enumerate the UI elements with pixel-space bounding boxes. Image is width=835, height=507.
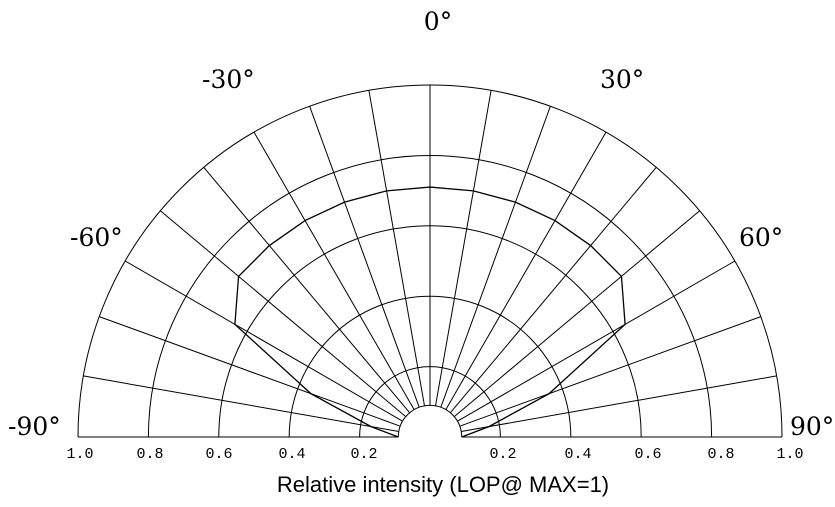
grid-spoke-70 bbox=[459, 316, 761, 427]
grid-spoke-50 bbox=[453, 210, 700, 418]
grid-spoke--80 bbox=[83, 375, 399, 432]
angle-label-minus-90: -90° bbox=[8, 412, 61, 441]
tick-label-left-5: 0.2 bbox=[350, 446, 377, 463]
tick-label-left-1: 1.0 bbox=[66, 446, 93, 463]
angular-grid-spokes bbox=[78, 85, 782, 438]
angle-label-0: 0° bbox=[424, 7, 452, 36]
tick-label-right-2: 0.4 bbox=[564, 446, 591, 463]
tick-label-right-1: 0.2 bbox=[489, 446, 516, 463]
grid-spoke--40 bbox=[203, 167, 411, 414]
radial-tick-labels: 1.0 0.8 0.6 0.4 0.2 0.2 0.4 0.6 0.8 1.0 bbox=[66, 446, 803, 463]
x-axis-title: Relative intensity (LOP@ MAX=1) bbox=[277, 472, 609, 497]
grid-spoke--10 bbox=[368, 90, 425, 406]
angle-label-60: 60° bbox=[739, 223, 783, 252]
grid-spoke-30 bbox=[445, 131, 607, 410]
grid-spoke-60 bbox=[457, 260, 736, 422]
grid-spoke--30 bbox=[253, 131, 415, 410]
angle-label-minus-30: -30° bbox=[202, 65, 255, 94]
tick-label-right-3: 0.6 bbox=[634, 446, 661, 463]
angle-label-90: 90° bbox=[790, 412, 834, 441]
grid-spoke-40 bbox=[449, 167, 657, 414]
grid-spoke-80 bbox=[461, 375, 777, 432]
grid-spoke-10 bbox=[435, 90, 492, 406]
grid-spoke-20 bbox=[440, 106, 551, 408]
angle-label-minus-60: -60° bbox=[70, 223, 123, 252]
tick-label-left-4: 0.4 bbox=[278, 446, 305, 463]
grid-spoke--50 bbox=[160, 210, 407, 418]
grid-spoke--70 bbox=[99, 316, 401, 427]
tick-label-left-3: 0.6 bbox=[205, 446, 232, 463]
grid-spoke--60 bbox=[124, 260, 403, 422]
tick-label-right-4: 0.8 bbox=[707, 446, 734, 463]
angle-labels: -90° -60° -30° 0° 30° 60° 90° bbox=[8, 7, 834, 441]
grid-spoke--20 bbox=[309, 106, 420, 408]
angle-label-30: 30° bbox=[600, 65, 644, 94]
series-layer bbox=[234, 186, 626, 438]
tick-label-right-5: 1.0 bbox=[776, 446, 803, 463]
tick-label-left-2: 0.8 bbox=[136, 446, 163, 463]
